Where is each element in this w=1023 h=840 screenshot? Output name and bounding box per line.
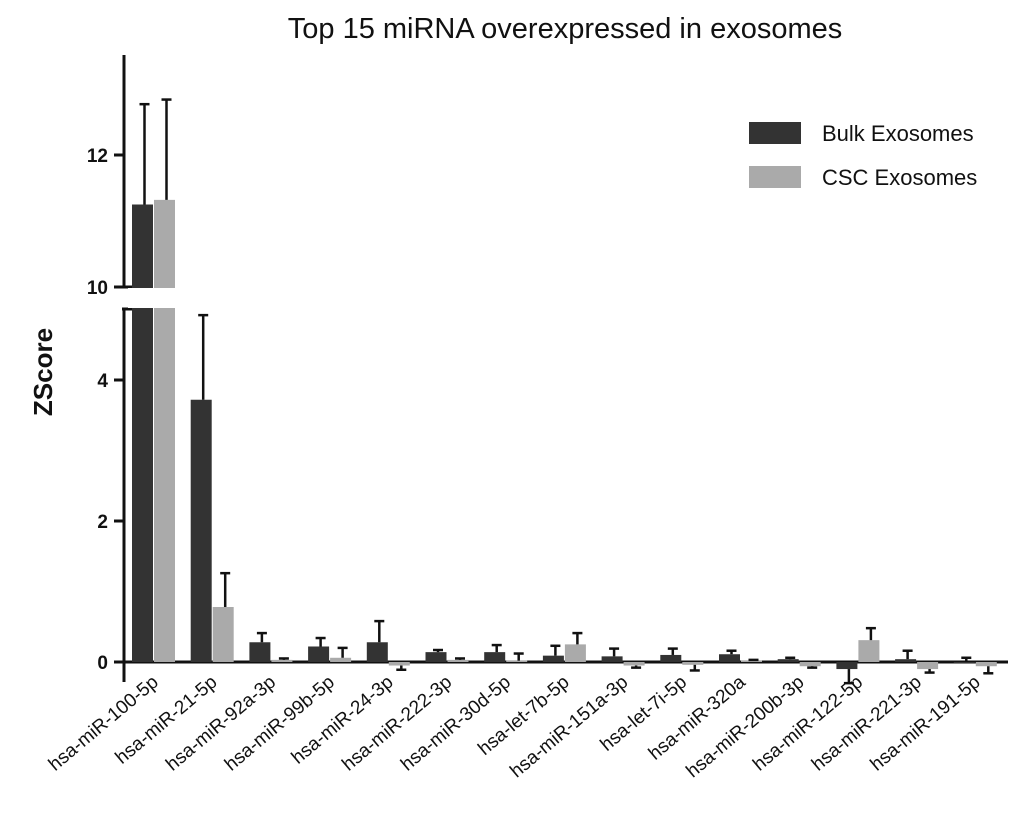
bar — [741, 660, 762, 662]
x-tick-label: hsa-miR-21-5p — [112, 672, 222, 769]
bar — [212, 607, 234, 662]
axes — [114, 55, 1008, 682]
legend: Bulk Exosomes CSC Exosomes — [749, 121, 977, 190]
bar — [719, 654, 740, 662]
chart-title: Top 15 miRNA overexpressed in exosomes — [288, 13, 842, 45]
bar — [366, 642, 388, 662]
bar — [858, 640, 880, 662]
legend-label-bulk: Bulk Exosomes — [822, 121, 974, 146]
bar — [975, 662, 997, 667]
bar — [447, 659, 469, 662]
bar — [836, 662, 858, 670]
error-bars — [128, 98, 994, 685]
bar — [777, 659, 799, 662]
bars — [132, 199, 997, 670]
bar — [308, 646, 330, 662]
bar — [623, 662, 645, 666]
bar — [799, 662, 821, 667]
bar — [506, 660, 528, 662]
bar — [660, 654, 682, 662]
bar — [388, 662, 410, 666]
bar — [917, 662, 939, 670]
y-axis-label: ZScore — [28, 328, 58, 416]
bar — [564, 644, 586, 662]
x-tick-label: hsa-miR-24-3p — [288, 672, 398, 769]
x-tick-label: hsa-miR-191-5p — [867, 672, 985, 776]
bar — [682, 662, 704, 665]
legend-swatch-bulk — [749, 122, 801, 144]
bar — [249, 642, 271, 662]
legend-label-csc: CSC Exosomes — [822, 165, 977, 190]
y-axis-ticks: 0 2 4 10 12 — [87, 146, 124, 674]
bar — [425, 652, 447, 662]
bar-break-gap — [128, 288, 178, 308]
bar — [190, 399, 212, 662]
bar — [895, 659, 917, 662]
bar — [484, 652, 506, 662]
bar — [330, 657, 352, 662]
y-tick-label: 0 — [97, 653, 108, 674]
bar — [953, 662, 975, 663]
y-tick-label: 4 — [97, 371, 108, 392]
legend-swatch-csc — [749, 166, 801, 188]
bar — [132, 204, 153, 662]
y-tick-label: 12 — [87, 146, 108, 167]
bar — [542, 655, 564, 662]
bar — [154, 199, 175, 662]
bar — [271, 659, 293, 662]
y-tick-label: 2 — [97, 512, 108, 533]
x-axis-ticks: hsa-miR-100-5phsa-miR-21-5phsa-miR-92a-3… — [45, 671, 985, 782]
y-tick-label: 10 — [87, 278, 108, 299]
bar — [601, 656, 623, 662]
